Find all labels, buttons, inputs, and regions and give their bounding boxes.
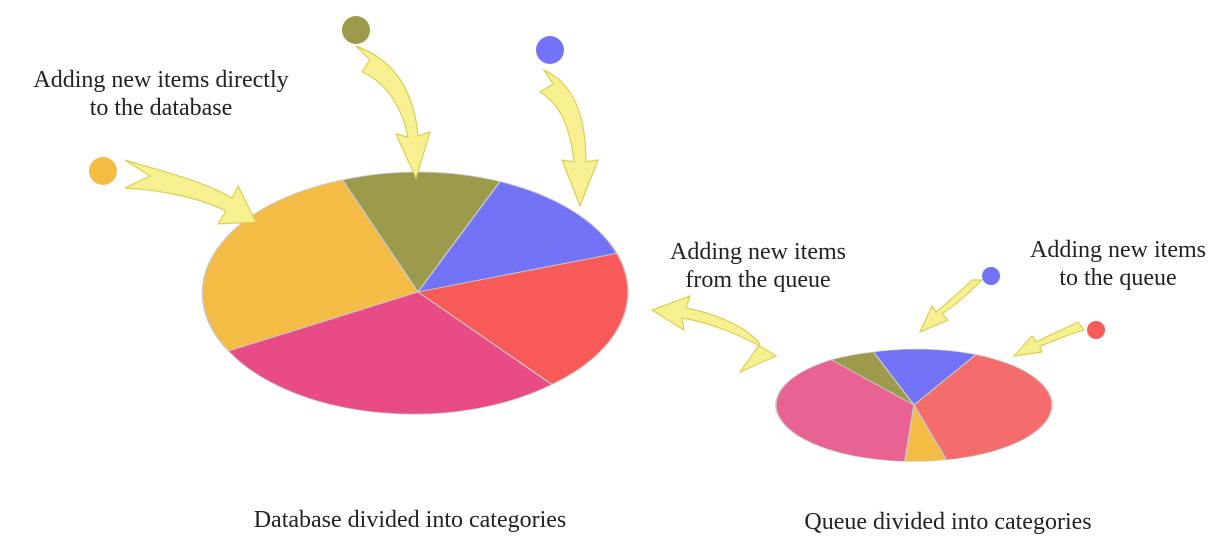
label-adding-from-queue-line2: from the queue — [685, 267, 831, 293]
database-slice-orange — [201, 179, 419, 352]
database-caption: Database divided into categories — [253, 507, 567, 533]
queue-dot-red-icon — [1087, 321, 1105, 339]
queue-slice-red — [913, 354, 1053, 461]
label-adding-from-queue: Adding new items from the queue — [648, 238, 868, 294]
label-adding-to-queue-line1: Adding new items — [1030, 237, 1206, 263]
label-adding-from-queue-line1: Adding new items — [670, 239, 846, 265]
label-adding-directly: Adding new items directly to the databas… — [6, 66, 316, 122]
queue-pie — [775, 348, 1053, 462]
queue-dot-blue-icon — [982, 267, 1000, 285]
database-slice-olive — [341, 171, 501, 294]
queue-caption: Queue divided into categories — [804, 509, 1092, 535]
arrow-blue-to-queue-icon — [918, 279, 984, 334]
category-dot-orange-icon — [89, 157, 117, 185]
label-adding-directly-line2: to the database — [89, 95, 233, 121]
database-pie — [201, 171, 629, 415]
arrow-queue-to-database-icon — [650, 295, 778, 374]
database-slice-blue — [416, 180, 618, 293]
arrow-orange-to-database-icon — [124, 159, 257, 225]
queue-slice-blue — [872, 348, 978, 406]
category-dot-blue-icon — [536, 36, 564, 64]
label-adding-directly-line1: Adding new items directly — [33, 67, 289, 93]
queue-slice-olive — [830, 351, 915, 406]
database-slice-pink — [227, 291, 553, 415]
queue-slice-pink — [775, 359, 915, 462]
category-dot-olive-icon — [342, 16, 370, 44]
label-adding-to-queue-line2: to the queue — [1059, 265, 1177, 291]
arrow-olive-to-database-icon — [355, 45, 431, 180]
label-adding-to-queue: Adding new items to the queue — [1008, 236, 1228, 292]
arrow-red-to-queue-icon — [1012, 321, 1086, 357]
database-slice-red — [416, 252, 629, 386]
arrow-blue-to-database-icon — [538, 68, 599, 208]
